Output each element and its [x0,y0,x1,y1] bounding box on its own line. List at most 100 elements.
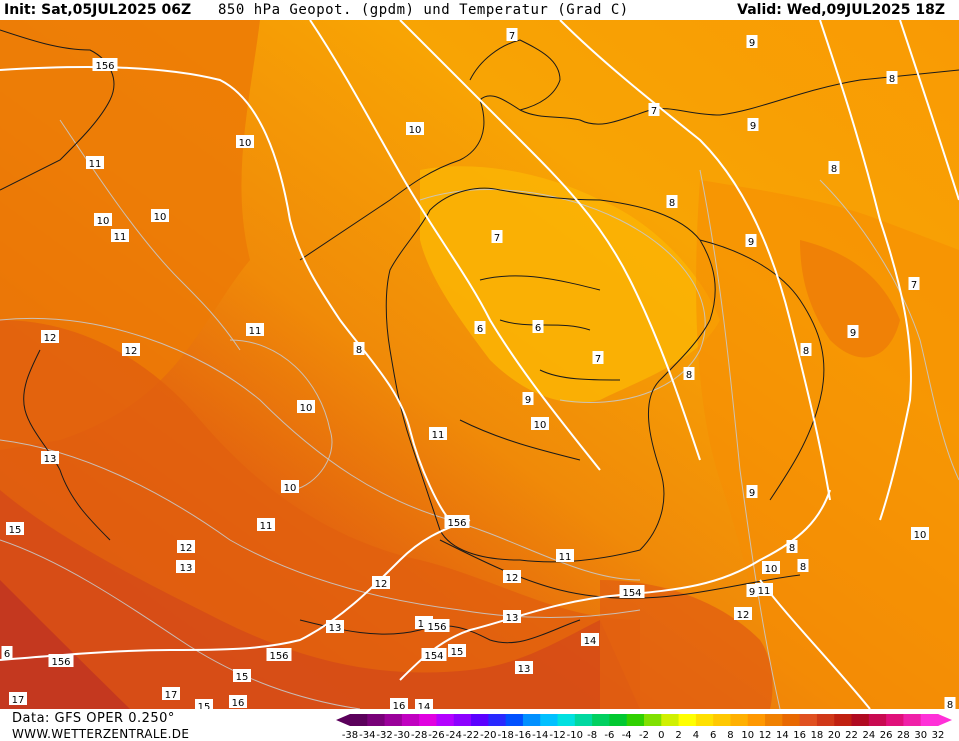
geopotential-label: 154 [421,648,447,662]
legend-swatch [816,714,835,726]
alps-border [439,539,801,599]
svg-text:12: 12 [737,610,750,621]
temperature-label: 12 [41,330,59,344]
svg-text:156: 156 [51,657,70,668]
temperature-label: 15 [233,669,251,683]
legend-tick-label: -4 [622,730,632,740]
svg-text:12: 12 [375,579,388,590]
svg-text:9: 9 [525,395,531,406]
temperature-label: 16 [229,695,247,709]
legend-swatch [903,714,922,726]
svg-text:12: 12 [506,573,519,584]
geopotential-label: 156 [48,654,74,668]
coastline-france [23,349,111,541]
temperature-label: 12 [122,343,140,357]
svg-text:10: 10 [239,138,252,149]
temperature-label: 13 [41,451,59,465]
legend-swatch [626,714,645,726]
svg-text:156: 156 [427,622,446,633]
temperature-label: 11 [257,518,275,532]
temperature-label: 15 [195,699,213,709]
border-germany [385,187,716,563]
temperature-label: 15 [448,644,466,658]
temperature-label: 9 [747,118,759,132]
legend-swatch [747,714,766,726]
temperature-label: 8 [666,195,678,209]
svg-text:10: 10 [765,564,778,575]
svg-text:13: 13 [518,664,531,675]
svg-text:7: 7 [509,31,515,42]
svg-text:9: 9 [749,587,755,598]
legend-swatch [834,714,853,726]
temperature-label: 9 [746,35,758,49]
svg-text:15: 15 [451,647,464,658]
legend-swatch [522,714,541,726]
legend-swatch [765,714,783,726]
temperature-label: 7 [648,103,660,117]
svg-text:11: 11 [89,159,102,170]
temp-zone-germany-cool [420,166,720,403]
temperature-label: 7 [491,230,503,244]
temperature-label: 8 [797,559,809,573]
geopotential-diag-3 [559,20,831,501]
temperature-label: 9 [522,392,534,406]
temperature-label: 10 [406,122,424,136]
geopotential-label: 156 [266,648,292,662]
temperature-label: 8 [786,540,798,554]
svg-text:10: 10 [97,216,110,227]
temperature-label: 17 [162,687,180,701]
temperature-label: 10 [151,209,169,223]
temperature-label: 12 [372,576,390,590]
legend-arrow-left [336,714,350,726]
geopotential-156-south [0,519,471,661]
svg-text:15: 15 [236,672,249,683]
legend-swatch [920,714,939,726]
legend-tick-label: 20 [828,730,841,740]
legend-arrow-right [938,714,952,726]
legend-tick-label: 28 [897,730,910,740]
geopotential-contours [0,20,959,709]
svg-text:7: 7 [911,280,917,291]
legend-swatch [419,714,437,726]
isotherms [0,119,959,709]
geopotential-label: 156 [92,58,118,72]
legend-swatch [592,714,610,726]
svg-text:10: 10 [284,483,297,494]
legend-tick-label: 18 [811,730,824,740]
temperature-label: 12 [503,570,521,584]
legend-swatch [350,714,368,726]
legend-swatch [868,714,887,726]
svg-text:9: 9 [749,38,755,49]
legend-tick-label: 2 [675,730,681,740]
svg-text:8: 8 [803,346,809,357]
temperature-label: 14 [415,699,433,709]
legend-swatch [799,714,818,726]
map-title: 850 hPa Geopot. (gpdm) und Temperatur (G… [218,2,629,18]
svg-text:12: 12 [44,333,57,344]
svg-text:11: 11 [432,430,445,441]
temperature-label: 12 [734,607,752,621]
svg-text:9: 9 [748,237,754,248]
legend-swatch [436,714,455,726]
legend-tick-label: -22 [463,730,479,740]
svg-text:8: 8 [889,74,895,85]
legend-swatch [644,714,662,726]
legend-tick-label: 14 [776,730,789,740]
legend-swatch [557,714,576,726]
svg-text:6: 6 [477,324,483,335]
svg-text:8: 8 [789,543,795,554]
temperature-label: 8 [353,342,365,356]
svg-text:14: 14 [418,702,431,709]
svg-text:9: 9 [749,488,755,499]
svg-text:154: 154 [424,651,443,662]
temp-zone-southeast [600,580,773,709]
temp-zone-south [0,490,640,709]
geopotential-label: 154 [619,585,645,599]
temperature-label: 8 [800,343,812,357]
legend-tick-label: 6 [710,730,716,740]
svg-text:7: 7 [494,233,500,244]
svg-text:6: 6 [4,649,10,660]
site-url: WWW.WETTERZENTRALE.DE [12,727,190,741]
legend-tick-label: 32 [932,730,945,740]
temperature-label: 156 [424,619,450,633]
